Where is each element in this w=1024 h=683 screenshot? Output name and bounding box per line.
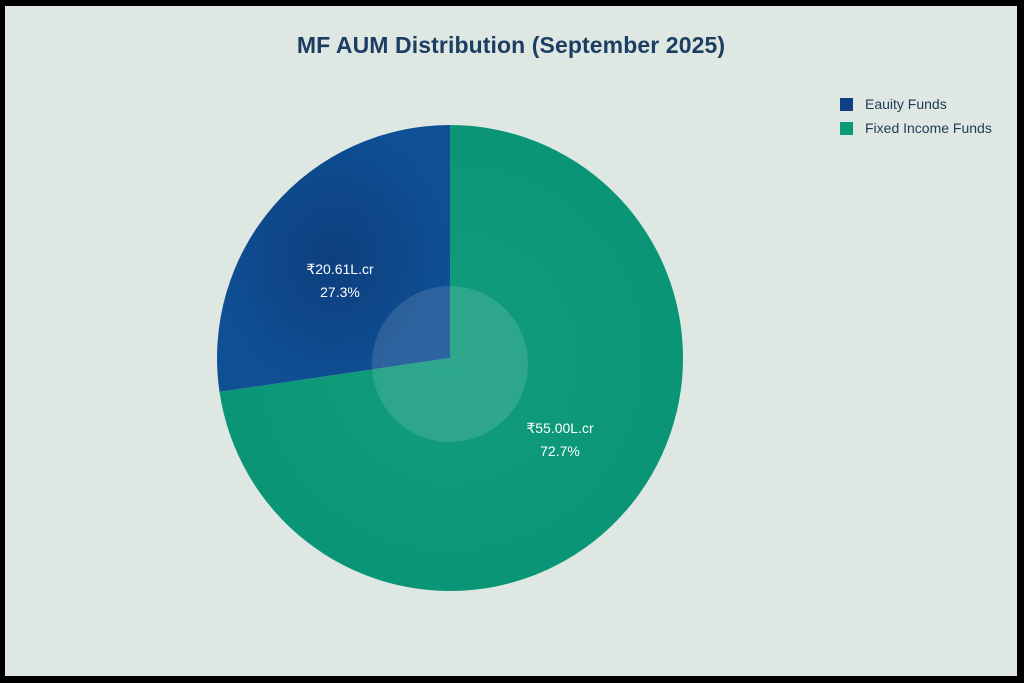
legend-item-fixed-income: Fixed Income Funds xyxy=(840,116,992,140)
equity-pct-label: 27.3% xyxy=(320,284,360,300)
equity-value-label: ₹20.61L.cr xyxy=(306,261,374,277)
watermark-logo-icon xyxy=(372,286,528,442)
pie-slice-equity[interactable] xyxy=(217,125,450,392)
legend-item-equity: Eauity Funds xyxy=(840,92,992,116)
legend-swatch-fixed-income-icon xyxy=(840,121,853,135)
legend: Eauity Funds Fixed Income Funds xyxy=(840,92,992,140)
pie-chart: ₹20.61L.cr 27.3% ₹55.00L.cr 72.7% xyxy=(217,125,684,592)
chart-title: MF AUM Distribution (September 2025) xyxy=(296,32,726,58)
fixed-income-value-label: ₹55.00L.cr xyxy=(526,420,594,436)
legend-swatch-equity-icon xyxy=(840,97,853,111)
pie-slice-fixed-income[interactable] xyxy=(219,125,684,592)
fixed-income-pct-label: 72.7% xyxy=(540,443,580,459)
legend-label-equity: Eauity Funds xyxy=(865,96,947,112)
legend-label-fixed-income: Fixed Income Funds xyxy=(865,120,992,136)
chart-canvas: MF AUM Distribution (September 2025) Eau… xyxy=(5,6,1017,676)
